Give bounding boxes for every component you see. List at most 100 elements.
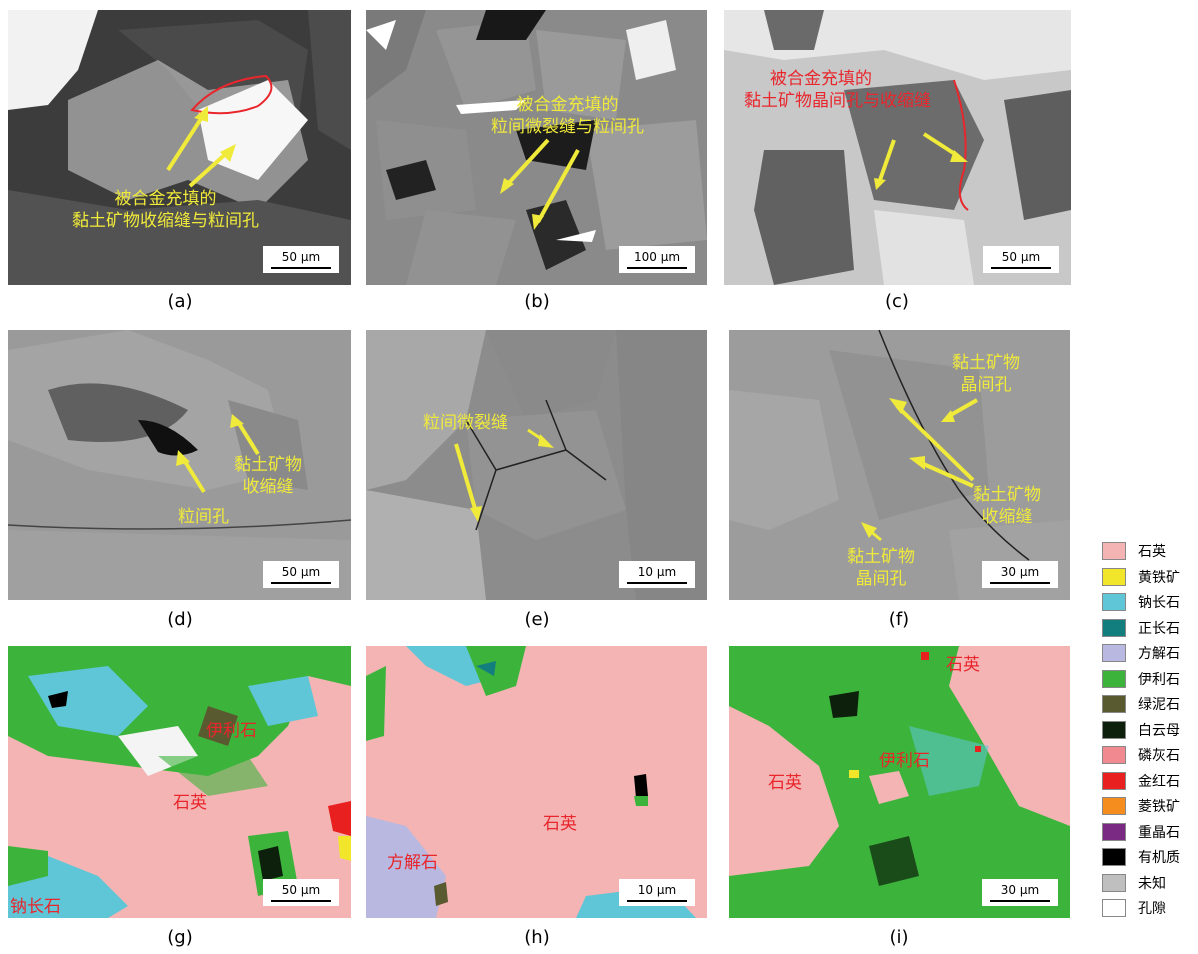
- caption-a: (a): [167, 291, 193, 312]
- scale-bar-h: 10 μm: [619, 879, 695, 906]
- annotation-f-bottom-line1: 黏土矿物: [847, 547, 915, 567]
- legend-item: 伊利石: [1102, 668, 1180, 690]
- legend-swatch: [1102, 746, 1126, 764]
- legend-label: 菱铁矿: [1138, 799, 1180, 815]
- annotation-d-shrinkage-line2: 收缩缝: [242, 477, 294, 497]
- scale-bar-h-label: 10 μm: [637, 883, 677, 897]
- micrograph-f: 黏土矿物 晶间孔 黏土矿物 收缩缝 黏土矿物 晶间孔 30 μm: [729, 330, 1070, 600]
- scale-bar-a-label: 50 μm: [281, 250, 321, 264]
- micrograph-a-image: [8, 10, 351, 285]
- micrograph-c-image: [724, 10, 1071, 285]
- legend-label: 孔隙: [1138, 901, 1166, 917]
- legend-label: 金红石: [1138, 773, 1180, 790]
- legend-label: 磷灰石: [1138, 748, 1180, 764]
- caption-c: (c): [885, 291, 909, 312]
- caption-e: (e): [524, 609, 550, 630]
- legend-swatch: [1102, 720, 1126, 739]
- legend-item: 白云母: [1102, 719, 1180, 741]
- annotation-f-right-line1: 黏土矿物: [973, 485, 1041, 505]
- legend-label: 未知: [1138, 875, 1166, 892]
- legend-swatch: [1102, 695, 1126, 713]
- annotation-f-bottom-line2: 晶间孔: [855, 569, 907, 589]
- mineral-label-h-calcite: 方解石: [387, 853, 438, 873]
- legend-swatch: [1102, 771, 1126, 790]
- legend-label: 黄铁矿: [1138, 569, 1180, 586]
- caption-i: (i): [889, 927, 909, 948]
- legend-item: 孔隙: [1102, 897, 1166, 919]
- scale-bar-c-label: 50 μm: [1001, 250, 1041, 264]
- annotation-b-line2: 粒间微裂缝与粒间孔: [491, 117, 644, 137]
- micrograph-c: 被合金充填的 黏土矿物晶间孔与收缩缝 50 μm: [724, 10, 1071, 285]
- mineral-map-i-image: [729, 646, 1070, 918]
- legend-item: 石英: [1102, 540, 1166, 562]
- legend-item: 未知: [1102, 872, 1166, 894]
- micrograph-d-image: [8, 330, 351, 600]
- legend-item: 有机质: [1102, 846, 1180, 868]
- legend-item: 菱铁矿: [1102, 795, 1180, 817]
- legend-swatch: [1102, 899, 1126, 917]
- caption-b: (b): [524, 291, 550, 312]
- legend-swatch: [1102, 542, 1126, 560]
- caption-h: (h): [524, 927, 550, 948]
- micrograph-b: 被合金充填的 粒间微裂缝与粒间孔 100 μm: [366, 10, 707, 285]
- scale-bar-b-label: 100 μm: [633, 250, 681, 264]
- annotation-b: 被合金充填的 粒间微裂缝与粒间孔: [491, 94, 644, 138]
- legend-label: 石英: [1138, 544, 1166, 560]
- mineral-label-g-albite: 钠长石: [10, 897, 61, 917]
- scale-bar-a: 50 μm: [263, 246, 339, 273]
- legend-label: 白云母: [1138, 722, 1180, 739]
- mineral-label-i-illite: 伊利石: [879, 751, 930, 771]
- scale-bar-c: 50 μm: [983, 246, 1059, 273]
- micrograph-f-image: [729, 330, 1070, 600]
- legend-item: 磷灰石: [1102, 744, 1180, 766]
- scale-bar-e-label: 10 μm: [637, 565, 677, 579]
- micrograph-a: 被合金充填的 黏土矿物收缩缝与粒间孔 50 μm: [8, 10, 351, 285]
- scale-bar-e: 10 μm: [619, 561, 695, 588]
- micrograph-d: 黏土矿物 收缩缝 粒间孔 50 μm: [8, 330, 351, 600]
- legend-label: 正长石: [1138, 620, 1180, 637]
- legend-item: 正长石: [1102, 617, 1180, 639]
- scale-bar-f-label: 30 μm: [1000, 565, 1040, 579]
- mineral-label-i-quartz-left: 石英: [768, 773, 802, 793]
- scale-bar-i-label: 30 μm: [1000, 883, 1040, 897]
- legend-item: 方解石: [1102, 642, 1180, 664]
- annotation-f-bottom: 黏土矿物 晶间孔: [847, 546, 915, 590]
- micrograph-b-image: [366, 10, 707, 285]
- legend-swatch: [1102, 873, 1126, 892]
- legend-label: 绿泥石: [1138, 697, 1180, 713]
- legend-label: 重晶石: [1138, 824, 1180, 841]
- scale-bar-g-label: 50 μm: [281, 883, 321, 897]
- legend-label: 有机质: [1138, 850, 1180, 866]
- mineral-label-h-quartz: 石英: [543, 814, 577, 834]
- legend-label: 伊利石: [1138, 671, 1180, 688]
- micrograph-e-image: [366, 330, 707, 600]
- mineral-map-g-image: [8, 646, 351, 918]
- scale-bar-f: 30 μm: [982, 561, 1058, 588]
- annotation-c-line2: 黏土矿物晶间孔与收缩缝: [744, 91, 931, 111]
- micrograph-e: 粒间微裂缝 10 μm: [366, 330, 707, 600]
- scale-bar-b: 100 μm: [619, 246, 695, 273]
- legend-label: 方解石: [1138, 646, 1180, 662]
- annotation-f-top-line1: 黏土矿物: [952, 353, 1020, 373]
- mineral-map-i: 石英 石英 伊利石 30 μm: [729, 646, 1070, 918]
- caption-g: (g): [167, 927, 193, 948]
- legend-item: 重晶石: [1102, 821, 1180, 843]
- annotation-a: 被合金充填的 黏土矿物收缩缝与粒间孔: [72, 188, 259, 232]
- scale-bar-d: 50 μm: [263, 561, 339, 588]
- legend-item: 黄铁矿: [1102, 566, 1180, 588]
- annotation-e: 粒间微裂缝: [423, 413, 508, 433]
- legend-swatch: [1102, 822, 1126, 841]
- annotation-f-right-line2: 收缩缝: [981, 507, 1033, 527]
- mineral-label-g-quartz: 石英: [173, 793, 207, 813]
- annotation-b-line1: 被合金充填的: [516, 95, 619, 115]
- legend-swatch: [1102, 593, 1126, 611]
- legend-item: 金红石: [1102, 770, 1180, 792]
- legend-swatch: [1102, 567, 1126, 586]
- mineral-label-g-illite: 伊利石: [206, 721, 257, 741]
- mineral-map-h-image: [366, 646, 707, 918]
- legend-label: 钠长石: [1138, 595, 1180, 611]
- mineral-map-h: 石英 方解石 10 μm: [366, 646, 707, 918]
- mineral-map-g: 伊利石 石英 钠长石 50 μm: [8, 646, 351, 918]
- scale-bar-d-label: 50 μm: [281, 565, 321, 579]
- mineral-label-i-quartz-top: 石英: [946, 655, 980, 675]
